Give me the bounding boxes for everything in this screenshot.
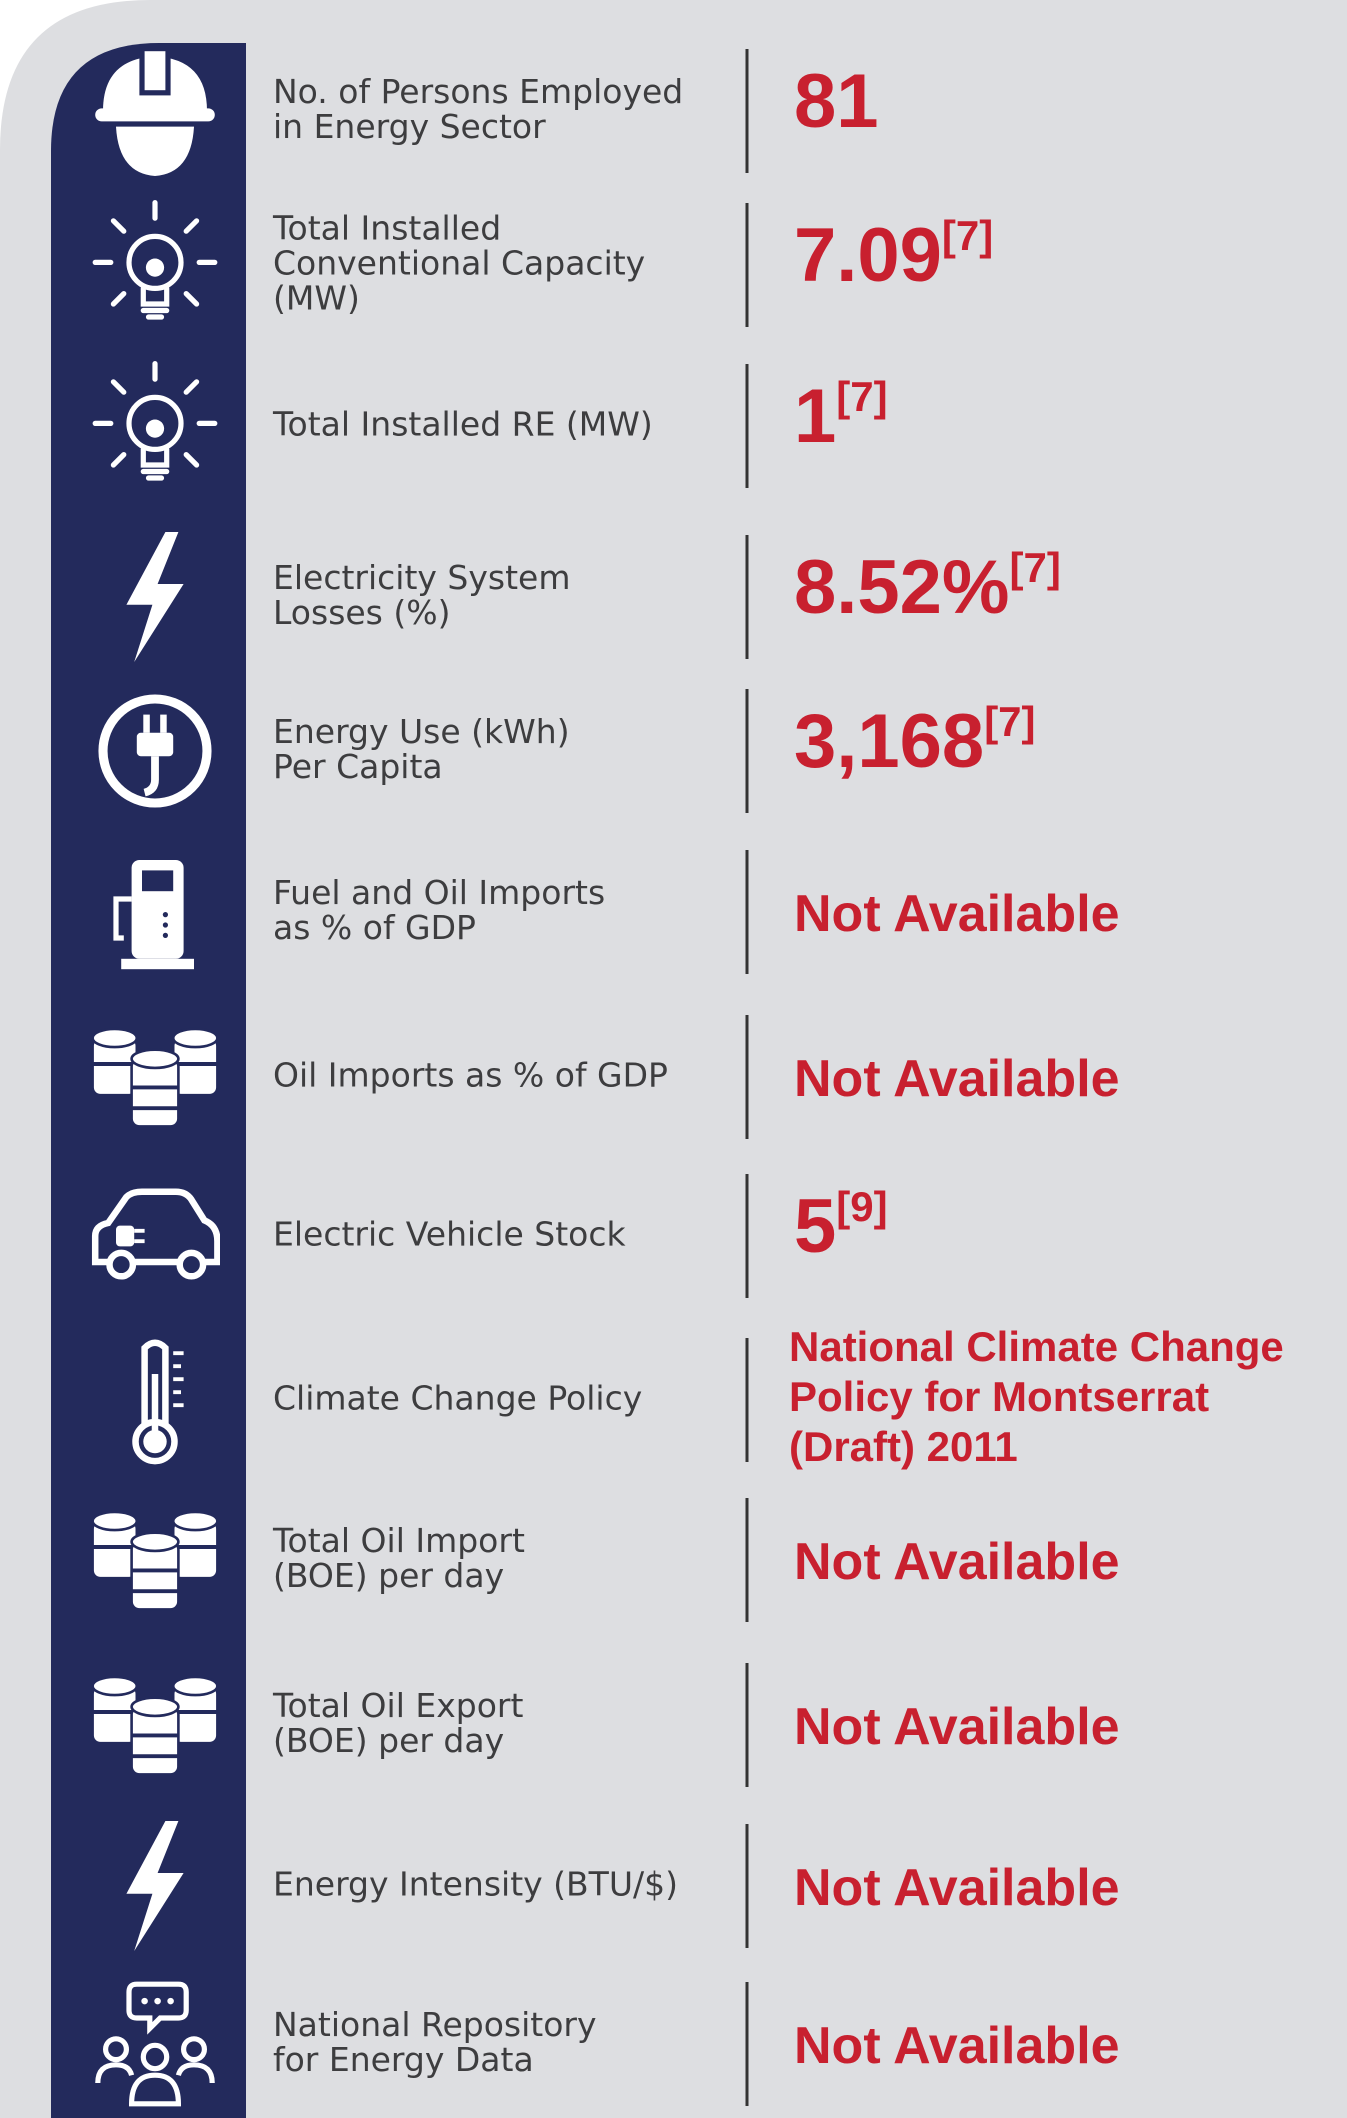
value-text: 5: [794, 1184, 836, 1269]
value-text: 7.09: [794, 213, 942, 298]
row-label: Losses (%): [273, 593, 450, 632]
row-value: Policy for Montserrat: [789, 1373, 1209, 1420]
value-note: [7]: [942, 212, 993, 259]
value-text: Not Available: [794, 1698, 1120, 1756]
row-label: Electric Vehicle Stock: [273, 1215, 626, 1254]
row-label: (BOE) per day: [273, 1721, 504, 1760]
row-label: Energy Intensity (BTU/$): [273, 1865, 678, 1904]
row-value: National Climate Change: [789, 1323, 1284, 1370]
value-text: Not Available: [794, 1859, 1120, 1917]
row-label: National Repository: [273, 2005, 596, 2044]
value-note: [9]: [836, 1183, 887, 1230]
row-value: Not Available: [794, 1859, 1120, 1917]
row-value: Not Available: [794, 2017, 1120, 2075]
row: Energy Use (kWh)Per Capita 3,168[7]: [103, 689, 1036, 813]
row-value: 81: [794, 59, 879, 144]
row-label: Climate Change Policy: [273, 1379, 642, 1418]
row: Electric Vehicle Stock 5[9]: [95, 1174, 888, 1298]
row-value: 5[9]: [794, 1183, 888, 1269]
value-note: [7]: [984, 698, 1035, 745]
row-label: Total Installed RE (MW): [272, 405, 653, 444]
row-label: (BOE) per day: [273, 1556, 504, 1595]
row: Energy Intensity (BTU/$) Not Available: [126, 1821, 1120, 1951]
row-value: (Draft) 2011: [789, 1423, 1018, 1470]
row-label: Fuel and Oil Imports: [273, 873, 605, 912]
row-value: 7.09[7]: [794, 212, 993, 298]
value-text: 3,168: [794, 699, 984, 784]
row-label: Total Oil Export: [272, 1686, 523, 1725]
row-label: (MW): [273, 279, 360, 318]
row-label: Electricity System: [273, 558, 570, 597]
value-text: Not Available: [794, 885, 1120, 943]
value-text: 1: [794, 374, 836, 459]
row-label: as % of GDP: [273, 908, 476, 947]
value-text: Not Available: [794, 1533, 1120, 1591]
row-value: Not Available: [794, 1050, 1120, 1108]
row: Total Oil Export(BOE) per day Not Availab…: [90, 1663, 1120, 1787]
row-label: Oil Imports as % of GDP: [273, 1056, 668, 1095]
row-value: Not Available: [794, 1698, 1120, 1756]
row-label: in Energy Sector: [273, 107, 546, 146]
value-note: [7]: [1010, 544, 1061, 591]
row-value: Not Available: [794, 885, 1120, 943]
row: Total Installed RE (MW) 1[7]: [95, 364, 888, 488]
row-label: Per Capita: [273, 747, 443, 786]
value-text: Not Available: [794, 2017, 1120, 2075]
value-text: 81: [794, 59, 879, 144]
value-text: 8.52%: [794, 545, 1010, 630]
value-text: Not Available: [794, 1050, 1120, 1108]
row-label: Conventional Capacity: [273, 244, 645, 283]
row-label: Total Installed: [272, 209, 501, 248]
row-label: No. of Persons Employed: [273, 72, 683, 111]
row-value: 8.52%[7]: [794, 544, 1061, 630]
row-value: Not Available: [794, 1533, 1120, 1591]
row: Total Oil Import(BOE) per day Not Availab…: [90, 1498, 1120, 1622]
row-value: 3,168[7]: [794, 698, 1036, 784]
row-label: Energy Use (kWh): [273, 712, 570, 751]
row-value: 1[7]: [794, 373, 888, 459]
row: Oil Imports as % of GDP Not Available: [90, 1015, 1120, 1139]
row-label: for Energy Data: [273, 2040, 534, 2079]
row: Climate Change Policy National Climate Ch…: [136, 1323, 1284, 1470]
value-note: [7]: [836, 373, 887, 420]
row-label: Total Oil Import: [272, 1521, 525, 1560]
